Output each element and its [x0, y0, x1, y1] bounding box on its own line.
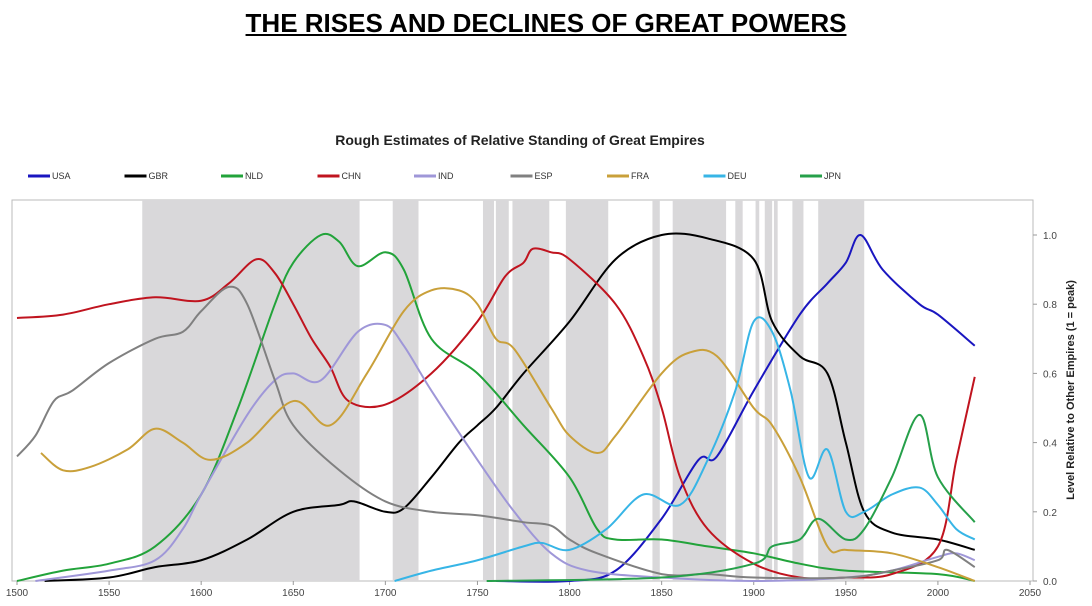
- shaded-period: [735, 200, 743, 581]
- legend-label-deu: DEU: [728, 171, 747, 181]
- series-line-fra: [40, 287, 976, 582]
- shaded-period: [142, 200, 360, 581]
- legend-label-gbr: GBR: [149, 171, 169, 181]
- y-tick-label: 0.8: [1043, 300, 1057, 311]
- legend-label-fra: FRA: [631, 171, 649, 181]
- series-line-gbr: [44, 232, 976, 582]
- x-tick-label: 1550: [98, 588, 121, 599]
- shaded-period: [755, 200, 760, 581]
- series-line-esp: [16, 285, 976, 580]
- series-line-deu: [394, 316, 976, 582]
- series-line-jpn: [486, 413, 976, 582]
- x-tick-label: 1750: [466, 588, 489, 599]
- shaded-period: [773, 200, 778, 581]
- shaded-period: [792, 200, 804, 581]
- y-tick-label: 1.0: [1043, 231, 1057, 242]
- x-tick-label: 1700: [374, 588, 397, 599]
- y-tick-label: 0.0: [1043, 577, 1057, 588]
- x-tick-label: 1900: [743, 588, 766, 599]
- shaded-period: [818, 200, 865, 581]
- shaded-period: [565, 200, 609, 581]
- x-tick-label: 1850: [651, 588, 674, 599]
- x-tick-label: 1500: [6, 588, 29, 599]
- series-line-usa: [495, 234, 976, 583]
- x-tick-label: 1600: [190, 588, 213, 599]
- x-tick-label: 1950: [835, 588, 858, 599]
- legend-label-usa: USA: [52, 171, 71, 181]
- shaded-period: [764, 200, 773, 581]
- legend-label-nld: NLD: [245, 171, 264, 181]
- y-axis-label: Level Relative to Other Empires (1 = pea…: [1065, 280, 1077, 500]
- legend-label-chn: CHN: [342, 171, 362, 181]
- chart-subtitle: Rough Estimates of Relative Standing of …: [335, 132, 705, 148]
- legend-label-jpn: JPN: [824, 171, 841, 181]
- y-tick-label: 0.6: [1043, 369, 1057, 380]
- x-tick-label: 1650: [282, 588, 305, 599]
- shaded-period: [672, 200, 727, 581]
- y-tick-label: 0.4: [1043, 439, 1057, 450]
- shaded-period: [482, 200, 495, 581]
- x-tick-label: 2000: [927, 588, 950, 599]
- y-tick-label: 0.2: [1043, 508, 1057, 519]
- x-tick-label: 2050: [1019, 588, 1042, 599]
- shaded-period: [495, 200, 509, 581]
- shaded-period: [392, 200, 419, 581]
- page-title: THE RISES AND DECLINES OF GREAT POWERS: [245, 8, 847, 38]
- legend-label-esp: ESP: [535, 171, 553, 181]
- legend-label-ind: IND: [438, 171, 454, 181]
- x-tick-label: 1800: [558, 588, 581, 599]
